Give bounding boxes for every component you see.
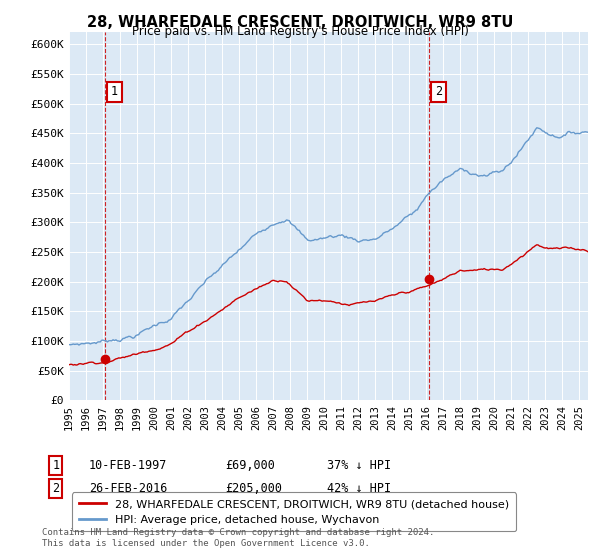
Text: Contains HM Land Registry data © Crown copyright and database right 2024.
This d: Contains HM Land Registry data © Crown c… — [42, 528, 434, 548]
Text: 1: 1 — [111, 85, 118, 99]
Text: £205,000: £205,000 — [225, 482, 282, 495]
Text: 42% ↓ HPI: 42% ↓ HPI — [327, 482, 391, 495]
Text: Price paid vs. HM Land Registry's House Price Index (HPI): Price paid vs. HM Land Registry's House … — [131, 25, 469, 38]
Text: 10-FEB-1997: 10-FEB-1997 — [89, 459, 167, 473]
Text: 28, WHARFEDALE CRESCENT, DROITWICH, WR9 8TU: 28, WHARFEDALE CRESCENT, DROITWICH, WR9 … — [87, 15, 513, 30]
Text: 1: 1 — [52, 459, 59, 473]
Text: 2: 2 — [435, 85, 442, 99]
Text: 2: 2 — [52, 482, 59, 495]
Text: 37% ↓ HPI: 37% ↓ HPI — [327, 459, 391, 473]
Text: 26-FEB-2016: 26-FEB-2016 — [89, 482, 167, 495]
Text: £69,000: £69,000 — [225, 459, 275, 473]
Legend: 28, WHARFEDALE CRESCENT, DROITWICH, WR9 8TU (detached house), HPI: Average price: 28, WHARFEDALE CRESCENT, DROITWICH, WR9 … — [72, 492, 516, 531]
